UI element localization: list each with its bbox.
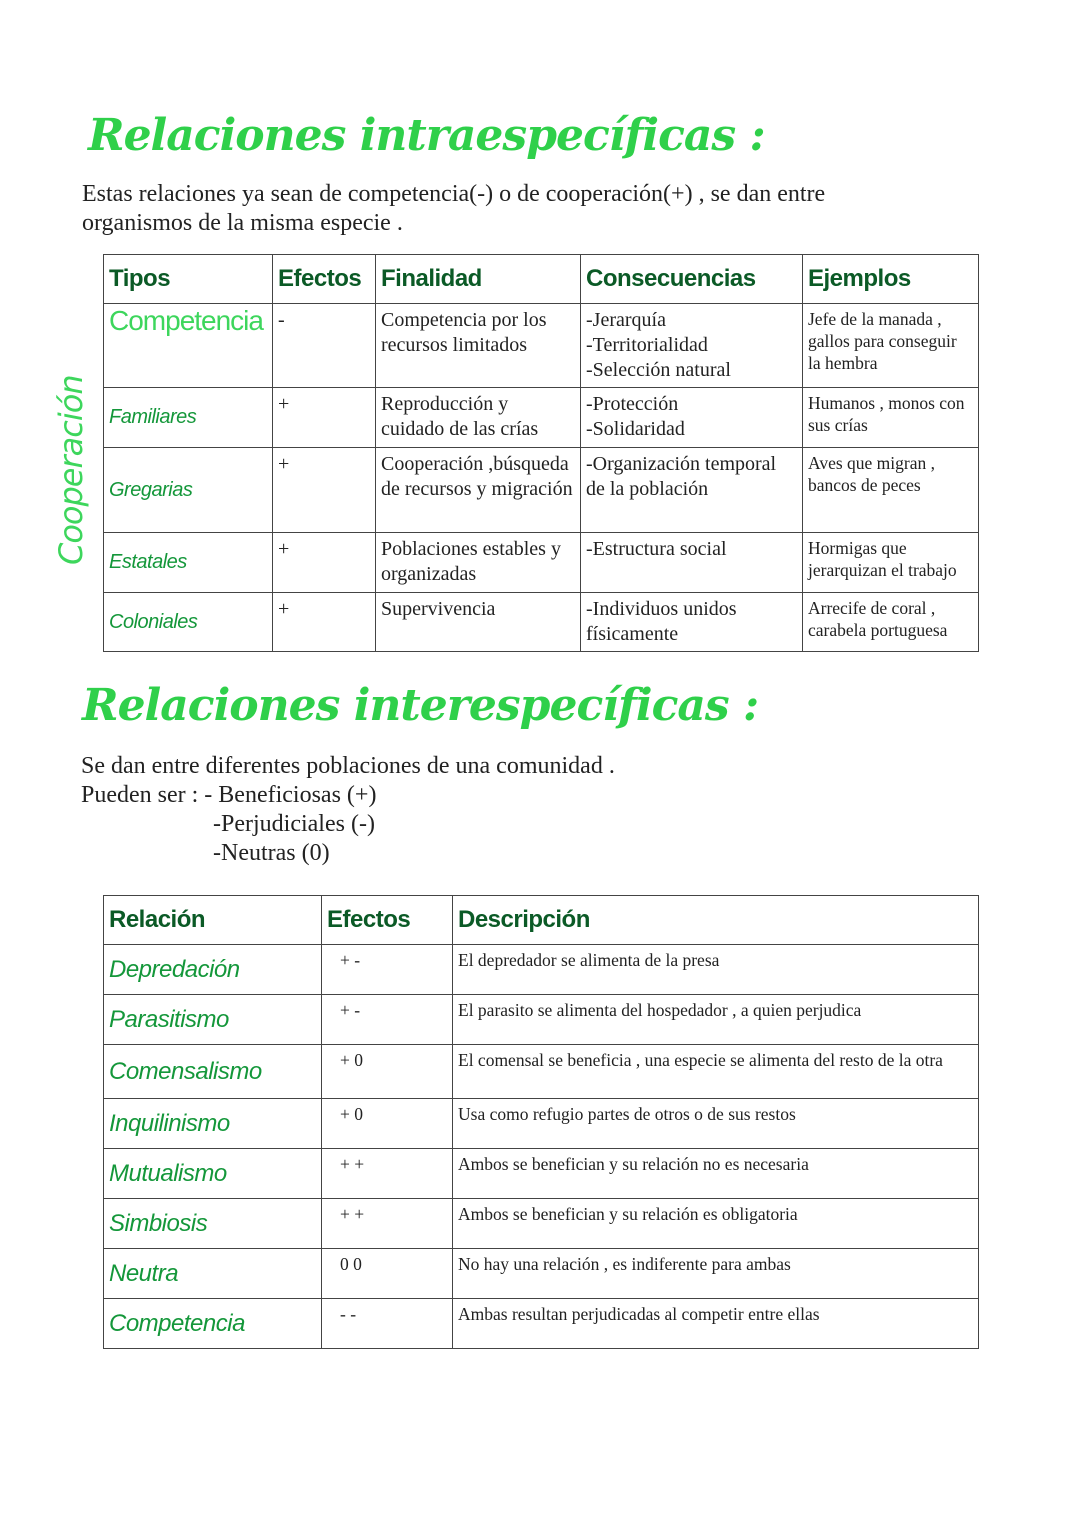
table-row: Neutra 0 0 No hay una relación , es indife… — [103, 1248, 979, 1299]
table-row: Estatales + Poblaciones estables y organiz… — [103, 532, 979, 593]
table-cell: Supervivencia — [375, 592, 581, 652]
table-cell: -Jerarquía -Territorialidad -Selección n… — [580, 303, 803, 388]
row-name: Mutualismo — [103, 1148, 322, 1199]
table-cell: Humanos , monos con sus crías — [802, 387, 979, 448]
header-cell: Consecuencias — [580, 254, 803, 304]
table-cell: No hay una relación , es indiferente par… — [452, 1248, 979, 1299]
table-cell: Ambas resultan perjudicadas al competir … — [452, 1298, 979, 1349]
table-cell: + — [272, 447, 376, 533]
table-cell: + — [272, 532, 376, 593]
header-cell: Efectos — [321, 895, 453, 945]
table-cell: El comensal se beneficia , una especie s… — [452, 1044, 979, 1099]
row-name: Estatales — [103, 532, 273, 593]
table-row: Inquilinismo + 0 Usa como refugio partes d… — [103, 1098, 979, 1149]
table-row: Simbiosis + + Ambos se benefician y su rel… — [103, 1198, 979, 1249]
table-cell: 0 0 — [321, 1248, 453, 1299]
table-cell: + + — [321, 1198, 453, 1249]
table-row: Competencia - - Ambas resultan perjudicada… — [103, 1298, 979, 1349]
section1-intro: Estas relaciones ya sean de competencia(… — [82, 180, 825, 238]
intro-line: organismos de la misma especie . — [82, 210, 403, 236]
intro-line: Pueden ser : - Beneficiosas (+) — [81, 782, 377, 808]
row-name: Depredación — [103, 944, 322, 995]
table-header-row: Tipos Efectos Finalidad Consecuencias Ej… — [103, 254, 979, 304]
table-row: Depredación + - El depredador se alimenta … — [103, 944, 979, 995]
table-cell: El depredador se alimenta de la presa — [452, 944, 979, 995]
row-name: Gregarias — [103, 447, 273, 533]
table-cell: - — [272, 303, 376, 388]
table-cell: + - — [321, 994, 453, 1045]
row-name: Simbiosis — [103, 1198, 322, 1249]
header-cell: Relación — [103, 895, 322, 945]
table-cell: El parasito se alimenta del hospedador ,… — [452, 994, 979, 1045]
row-name: Familiares — [103, 387, 273, 448]
table-cell: + + — [321, 1148, 453, 1199]
header-cell: Ejemplos — [802, 254, 979, 304]
table-cell: Competencia por los recursos limitados — [375, 303, 581, 388]
row-name: Competencia — [103, 303, 273, 388]
row-name: Inquilinismo — [103, 1098, 322, 1149]
interspecific-table: Relación Efectos Descripción Depredación… — [103, 895, 979, 1349]
table-cell: + - — [321, 944, 453, 995]
table-cell: Arrecife de coral , carabela portuguesa — [802, 592, 979, 652]
cooperacion-label: Cooperación — [52, 375, 90, 565]
row-name: Competencia — [103, 1298, 322, 1349]
table-cell: Poblaciones estables y organizadas — [375, 532, 581, 593]
intro-line: Estas relaciones ya sean de competencia(… — [82, 181, 826, 207]
header-cell: Tipos — [103, 254, 273, 304]
intro-line: Se dan entre diferentes poblaciones de u… — [81, 753, 615, 779]
table-row: Coloniales + Supervivencia -Individuos unid… — [103, 592, 979, 652]
row-name: Comensalismo — [103, 1044, 322, 1099]
table-header-row: Relación Efectos Descripción — [103, 895, 979, 945]
table-cell: Hormigas que jerarquizan el trabajo — [802, 532, 979, 593]
table-cell: Aves que migran , bancos de peces — [802, 447, 979, 533]
table-cell: -Organización temporal de la población — [580, 447, 803, 533]
table-cell: + — [272, 592, 376, 652]
table-row: Mutualismo + + Ambos se benefician y su re… — [103, 1148, 979, 1199]
header-cell: Efectos — [272, 254, 376, 304]
section1-title: Relaciones intraespecíficas : — [88, 110, 766, 161]
table-cell: -Individuos unidos físicamente — [580, 592, 803, 652]
row-name: Parasitismo — [103, 994, 322, 1045]
table-cell: Ambos se benefician y su relación no es … — [452, 1148, 979, 1199]
table-row: Familiares + Reproducción y cuidado de las… — [103, 387, 979, 448]
table-cell: Cooperación ,búsqueda de recursos y migr… — [375, 447, 581, 533]
table-cell: + 0 — [321, 1098, 453, 1149]
table-row: Gregarias + Cooperación ,búsqueda de recur… — [103, 447, 979, 533]
table-cell: -Protección -Solidaridad — [580, 387, 803, 448]
table-cell: - - — [321, 1298, 453, 1349]
table-row: Parasitismo + - El parasito se alimenta de… — [103, 994, 979, 1045]
table-cell: Usa como refugio partes de otros o de su… — [452, 1098, 979, 1149]
intraspecific-table: Tipos Efectos Finalidad Consecuencias Ej… — [103, 254, 979, 652]
table-cell: Jefe de la manada , gallos para consegui… — [802, 303, 979, 388]
row-name: Neutra — [103, 1248, 322, 1299]
header-cell: Descripción — [452, 895, 979, 945]
table-cell: + — [272, 387, 376, 448]
table-cell: -Estructura social — [580, 532, 803, 593]
table-cell: + 0 — [321, 1044, 453, 1099]
table-cell: Reproducción y cuidado de las crías — [375, 387, 581, 448]
section2-intro: Se dan entre diferentes poblaciones de u… — [81, 752, 615, 868]
section2-title: Relaciones interespecíficas : — [82, 680, 759, 731]
table-cell: Ambos se benefician y su relación es obl… — [452, 1198, 979, 1249]
table-row: Comensalismo + 0 El comensal se beneficia … — [103, 1044, 979, 1099]
table-row: Competencia - Competencia por los recursos… — [103, 303, 979, 388]
intro-line: -Perjudiciales (-) — [213, 811, 375, 837]
intro-line: -Neutras (0) — [213, 840, 330, 866]
header-cell: Finalidad — [375, 254, 581, 304]
row-name: Coloniales — [103, 592, 273, 652]
